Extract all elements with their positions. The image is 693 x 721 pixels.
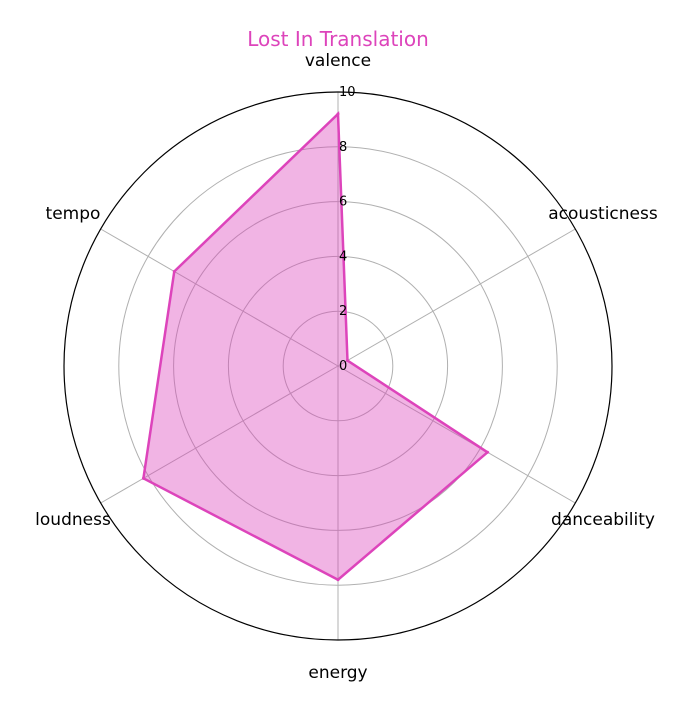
series-layer	[141, 111, 490, 582]
tick-label-6: 6	[339, 195, 347, 210]
chart-title: Lost In Translation	[247, 27, 429, 51]
axis-label-loudness: loudness	[35, 510, 111, 530]
grid-layer	[100, 92, 576, 640]
axis-label-danceability: danceability	[551, 510, 655, 530]
tick-label-0: 0	[339, 359, 347, 374]
spoke-loudness	[100, 365, 339, 504]
data-point-danceability	[485, 450, 489, 454]
frame-layer	[63, 91, 613, 641]
axis-label-tempo: tempo	[46, 204, 101, 224]
tick-label-2: 2	[339, 304, 347, 319]
tick-label-10: 10	[339, 85, 356, 100]
spoke-danceability	[337, 365, 576, 504]
axis-label-energy: energy	[308, 663, 367, 683]
data-point-tempo	[172, 269, 176, 273]
series-area-0	[142, 111, 490, 582]
data-point-energy	[336, 578, 340, 582]
data-point-valence	[336, 112, 340, 116]
tick-label-8: 8	[339, 140, 347, 155]
tick-label-layer: 0 2 4 6 8 10	[339, 85, 356, 374]
axis-label-valence: valence	[305, 51, 371, 71]
data-point-loudness	[141, 476, 145, 480]
axis-label-layer: valence acousticness danceability energy lou…	[35, 51, 658, 683]
axis-label-acousticness: acousticness	[548, 204, 658, 224]
outer-ring	[63, 91, 613, 641]
spoke-acousticness	[337, 228, 576, 367]
spoke-tempo	[100, 228, 339, 367]
tick-label-4: 4	[339, 249, 347, 264]
data-point-acousticness	[345, 359, 349, 363]
